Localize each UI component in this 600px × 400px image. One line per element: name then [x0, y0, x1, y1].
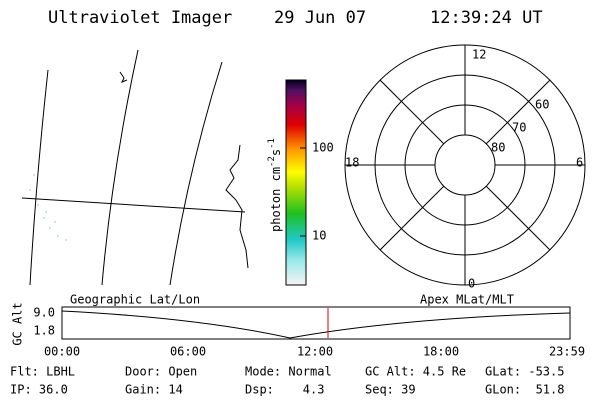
hour-label: 0 — [468, 277, 475, 291]
lat-label: 70 — [512, 121, 526, 135]
hour-label: 18 — [345, 156, 359, 170]
hour-label: 12 — [472, 48, 486, 62]
footer-item: Seq: 39 — [365, 383, 416, 397]
footer-item: Flt: LBHL — [10, 365, 75, 379]
panel-label: Geographic Lat/Lon — [70, 293, 200, 307]
x-tick-label: 18:00 — [423, 345, 459, 359]
date: 29 Jun 07 — [274, 8, 366, 28]
footer-item: Gain: 14 — [125, 383, 183, 397]
altitude-curve — [61, 310, 571, 339]
colorbar-label: photon cm-2s-1 — [267, 138, 283, 232]
lat-label: 80 — [491, 141, 505, 155]
polar-plot — [344, 44, 586, 286]
x-tick-label: 00:00 — [44, 345, 80, 359]
colorbar-tick: 100 — [312, 141, 334, 155]
hour-label: 6 — [576, 156, 583, 170]
footer-item: IP: 36.0 — [10, 383, 68, 397]
footer-item: GLon: 51.8 — [485, 383, 564, 397]
time: 12:39:24 UT — [430, 8, 543, 28]
footer: Flt: LBHL Door: Open Mode: Normal GC Alt: 4… — [10, 365, 564, 397]
lat-label: 60 — [535, 98, 549, 112]
altitude-panel — [61, 306, 571, 340]
footer-item: GC Alt: 4.5 Re — [365, 365, 466, 379]
y-tick-label: 9.0 — [33, 306, 55, 320]
colorbar-tick: 10 — [312, 229, 326, 243]
footer-item: Mode: Normal — [245, 365, 332, 379]
y-tick-label: 1.8 — [33, 324, 55, 338]
map — [21, 49, 249, 286]
x-tick-label: 06:00 — [170, 345, 206, 359]
footer-item: Door: Open — [125, 365, 197, 379]
footer-item: Dsp: 4.3 — [245, 383, 324, 397]
title: Ultraviolet Imager — [48, 8, 232, 28]
colorbar — [285, 79, 307, 286]
footer-item: GLat: -53.5 — [485, 365, 564, 379]
x-tick-label: 12:00 — [297, 345, 333, 359]
y-label: GC Alt — [11, 302, 25, 345]
panel-label: Apex MLat/MLT — [420, 293, 514, 307]
x-tick-label: 23:59 — [549, 345, 585, 359]
